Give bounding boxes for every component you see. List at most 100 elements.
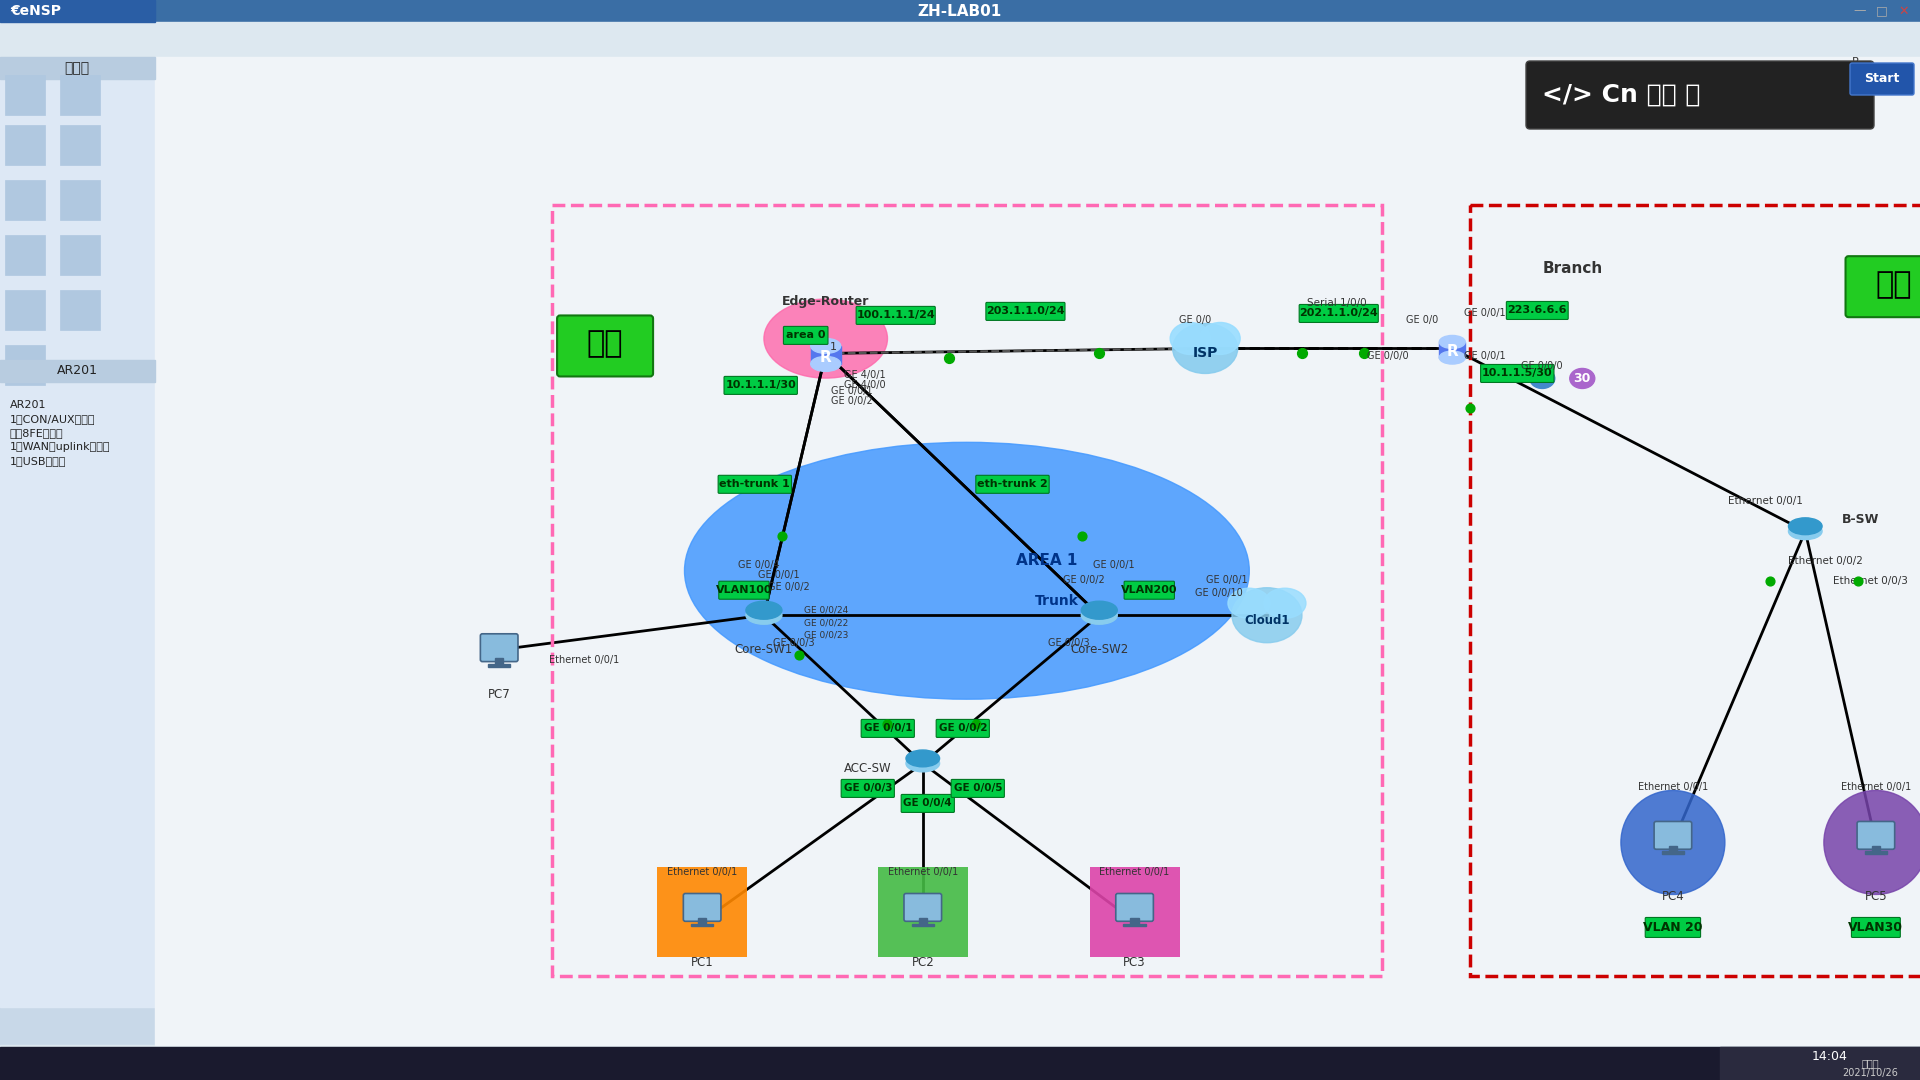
Ellipse shape — [810, 338, 841, 353]
Ellipse shape — [1788, 523, 1822, 540]
Bar — [1131, 918, 1139, 924]
Circle shape — [1620, 791, 1724, 894]
Text: 2021/10/26: 2021/10/26 — [1841, 1068, 1899, 1078]
Text: PC3: PC3 — [1123, 957, 1146, 970]
Text: VLAN200: VLAN200 — [1121, 585, 1177, 595]
Bar — [60, 125, 100, 165]
Ellipse shape — [906, 755, 939, 772]
Text: GE 0/0/0: GE 0/0/0 — [1521, 362, 1563, 372]
Text: 1: 1 — [829, 342, 837, 352]
Ellipse shape — [1081, 606, 1117, 624]
Text: PC5: PC5 — [1864, 890, 1887, 904]
Text: GE 0/0/3: GE 0/0/3 — [1048, 638, 1091, 648]
Ellipse shape — [764, 299, 887, 378]
FancyBboxPatch shape — [1526, 60, 1874, 129]
Text: AR201
1个CON/AUX接口，
固定8FE接口，
1个WAN侧uplink接口，
1个USB接口。: AR201 1个CON/AUX接口， 固定8FE接口， 1个WAN侧uplink… — [10, 400, 111, 465]
Ellipse shape — [1200, 323, 1240, 354]
Text: Cloud1: Cloud1 — [1244, 613, 1290, 626]
Bar — [0, 1047, 1920, 1080]
Text: VLAN30: VLAN30 — [1849, 921, 1903, 934]
Text: Ethernet 0/0/1: Ethernet 0/0/1 — [1638, 782, 1709, 793]
Text: AREA 1: AREA 1 — [1016, 553, 1077, 568]
FancyBboxPatch shape — [684, 893, 720, 921]
Bar — [1471, 205, 1920, 976]
Point — [783, 646, 814, 663]
Ellipse shape — [685, 443, 1250, 699]
Text: PC1: PC1 — [691, 957, 714, 970]
FancyBboxPatch shape — [718, 475, 791, 494]
FancyBboxPatch shape — [1851, 918, 1901, 937]
FancyBboxPatch shape — [862, 719, 914, 738]
Text: GE 0/0: GE 0/0 — [1179, 315, 1212, 325]
FancyBboxPatch shape — [1507, 301, 1569, 320]
FancyBboxPatch shape — [985, 302, 1066, 321]
FancyBboxPatch shape — [975, 475, 1048, 494]
FancyBboxPatch shape — [724, 377, 797, 394]
Text: 总部: 总部 — [588, 329, 624, 357]
Point — [960, 715, 991, 732]
Text: R: R — [820, 350, 831, 365]
Ellipse shape — [747, 606, 781, 624]
Text: 202.1.1.0/24: 202.1.1.0/24 — [1300, 309, 1379, 319]
Bar — [0, 22, 1920, 57]
Ellipse shape — [1173, 324, 1238, 374]
Bar — [1661, 851, 1684, 854]
Text: 223.6.6.6: 223.6.6.6 — [1507, 306, 1567, 315]
Text: PC7: PC7 — [488, 688, 511, 701]
Text: GE 0/0/23: GE 0/0/23 — [804, 631, 849, 639]
Text: GE 0/0/2: GE 0/0/2 — [939, 724, 987, 733]
Text: GE 0/0: GE 0/0 — [1405, 315, 1438, 325]
FancyBboxPatch shape — [1845, 256, 1920, 318]
Text: Edge-Router: Edge-Router — [781, 295, 870, 308]
Ellipse shape — [1233, 588, 1302, 643]
Point — [933, 350, 964, 367]
FancyBboxPatch shape — [1480, 364, 1553, 382]
Bar — [6, 235, 44, 275]
Ellipse shape — [1169, 323, 1210, 354]
Text: GE 0/0/4: GE 0/0/4 — [904, 798, 952, 809]
Point — [1755, 572, 1786, 590]
Bar — [6, 180, 44, 220]
Bar — [6, 125, 44, 165]
Text: GE 0/0/1: GE 0/0/1 — [1465, 309, 1505, 319]
Bar — [1440, 342, 1465, 357]
Text: 分支: 分支 — [1876, 270, 1912, 299]
Ellipse shape — [1263, 589, 1306, 618]
FancyBboxPatch shape — [1857, 822, 1895, 849]
Text: ZH-LAB01: ZH-LAB01 — [918, 3, 1002, 18]
Ellipse shape — [1571, 368, 1596, 389]
FancyBboxPatch shape — [841, 780, 895, 797]
Bar — [699, 918, 707, 924]
FancyBboxPatch shape — [1116, 893, 1154, 921]
Point — [1843, 572, 1874, 590]
Text: ✕: ✕ — [1899, 4, 1908, 17]
Point — [1066, 527, 1096, 544]
Ellipse shape — [747, 602, 781, 619]
FancyBboxPatch shape — [1123, 581, 1175, 599]
Text: Core-SW1: Core-SW1 — [735, 644, 793, 657]
Text: 10.1.1.1/30: 10.1.1.1/30 — [726, 380, 797, 390]
Text: GE 0/0/4: GE 0/0/4 — [737, 561, 780, 570]
Text: </> Cn 。半 简: </> Cn 。半 简 — [1542, 83, 1701, 107]
Bar — [0, 0, 1920, 22]
Bar — [1668, 846, 1676, 853]
Text: Ethernet 0/0/1: Ethernet 0/0/1 — [1841, 782, 1910, 793]
Text: eth-trunk 2: eth-trunk 2 — [977, 480, 1048, 489]
Bar — [6, 291, 44, 330]
Point — [1286, 345, 1317, 362]
FancyBboxPatch shape — [718, 581, 770, 599]
Bar — [6, 345, 44, 384]
Text: B-SW: B-SW — [1841, 513, 1880, 526]
FancyBboxPatch shape — [950, 780, 1004, 797]
Text: 10.1.1.5/30: 10.1.1.5/30 — [1482, 368, 1553, 378]
Bar — [810, 346, 841, 364]
Text: VLAN 20: VLAN 20 — [1644, 921, 1703, 934]
Bar — [60, 291, 100, 330]
Point — [1085, 345, 1116, 362]
Text: GE 0/0/1: GE 0/0/1 — [1094, 561, 1135, 570]
Ellipse shape — [1530, 368, 1555, 389]
Text: Serial 1/0/0: Serial 1/0/0 — [1308, 298, 1367, 309]
FancyBboxPatch shape — [900, 795, 954, 812]
Ellipse shape — [1229, 589, 1269, 618]
FancyBboxPatch shape — [1851, 63, 1914, 95]
